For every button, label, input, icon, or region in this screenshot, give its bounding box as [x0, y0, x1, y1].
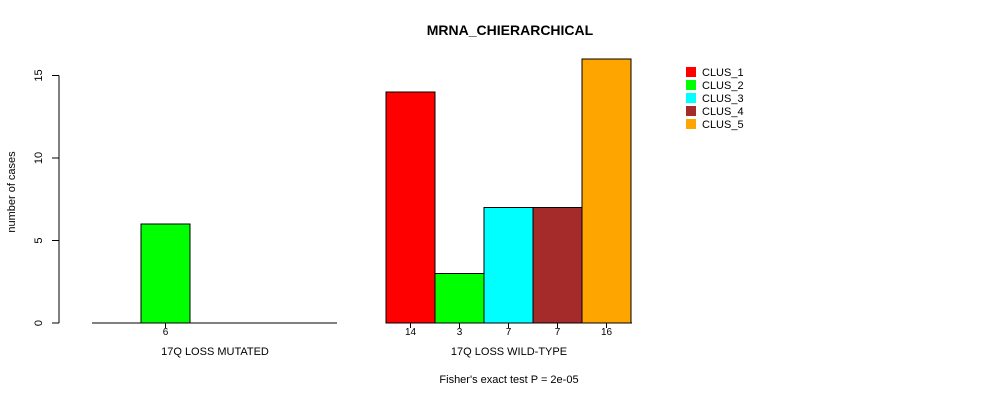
bar-count-label: 14: [405, 327, 417, 338]
legend-swatch-clus-4: [686, 106, 696, 116]
bar-clus-1: [385, 91, 436, 324]
bar-clus-2: [140, 223, 191, 324]
bar-count-label: 16: [601, 327, 613, 338]
bars: [140, 58, 632, 324]
group-label-mutated: 17Q LOSS MUTATED: [161, 346, 269, 358]
bar-clus-3: [483, 207, 534, 324]
y-tick-label: 5: [33, 237, 45, 243]
legend-label: CLUS_5: [702, 119, 744, 131]
legend-label: CLUS_3: [702, 93, 744, 105]
y-tick-label: 10: [33, 152, 45, 164]
legend-swatch-clus-1: [686, 67, 696, 77]
group-axes: 6 14 3 7 7 16: [92, 322, 632, 338]
legend-swatch-clus-5: [686, 119, 696, 129]
bar-clus-2: [434, 273, 485, 324]
legend-swatch-clus-2: [686, 80, 696, 90]
group-label-wildtype: 17Q LOSS WILD-TYPE: [451, 346, 567, 358]
fisher-test-caption: Fisher's exact test P = 2e-05: [439, 374, 578, 386]
y-tick-label: 0: [33, 320, 45, 326]
bar-clus-5: [581, 58, 632, 324]
y-axis-label: number of cases: [6, 151, 18, 233]
legend-label: CLUS_2: [702, 80, 744, 92]
bar-count-label: 7: [555, 327, 561, 338]
y-tick-label: 15: [33, 69, 45, 81]
bar-clus-4: [532, 207, 583, 324]
chart-title: MRNA_CHIERARCHICAL: [427, 22, 594, 38]
legend-label: CLUS_4: [702, 106, 744, 118]
bar-count-label: 3: [457, 327, 463, 338]
y-axis: 0 5 10 15: [33, 69, 60, 326]
legend-label: CLUS_1: [702, 67, 744, 79]
legend-swatch-clus-3: [686, 93, 696, 103]
bar-count-label: 7: [506, 327, 512, 338]
bar-count-label: 6: [163, 327, 169, 338]
